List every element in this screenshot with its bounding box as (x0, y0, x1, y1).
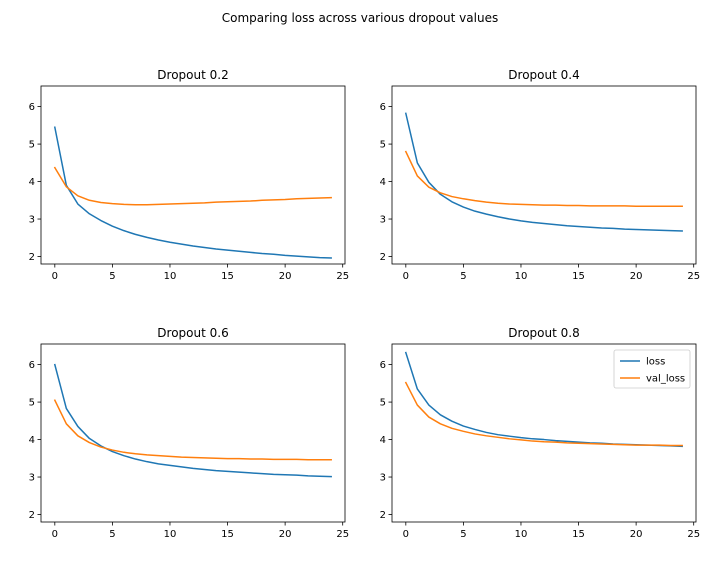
axes-frame (40, 343, 346, 523)
x-tick-label: 15 (221, 271, 234, 282)
y-tick-label: 3 (29, 473, 35, 484)
subplot-2: Dropout 0.4 0 5 10 15 20 25 2 3 4 5 6 (380, 68, 700, 282)
y-tick-label: 5 (29, 398, 35, 409)
x-tick-label: 5 (460, 529, 466, 540)
y-tick-label: 5 (29, 140, 35, 151)
x-tick-label: 0 (52, 271, 58, 282)
y-tick-label: 6 (29, 360, 35, 371)
series-line-val-loss (53, 166, 332, 206)
y-tick-label: 6 (380, 102, 386, 113)
series-line-val-loss (404, 150, 683, 208)
y-tick-label: 2 (29, 510, 35, 521)
x-tick-label: 0 (403, 529, 409, 540)
x-tick-label: 20 (630, 529, 643, 540)
y-tick-label: 4 (380, 435, 386, 446)
legend-label: loss (646, 357, 665, 368)
x-tick-label: 10 (515, 271, 528, 282)
series-line-val-loss (53, 399, 332, 461)
x-tick-label: 15 (221, 529, 234, 540)
series-line-loss (53, 363, 332, 478)
legend: loss val_loss (613, 349, 691, 389)
y-tick-label: 2 (380, 252, 386, 263)
subplot-3: Dropout 0.6 0 5 10 15 20 25 2 3 4 5 6 (29, 326, 349, 540)
subplot-title: Dropout 0.4 (508, 68, 579, 82)
y-tick-label: 2 (29, 252, 35, 263)
y-tick-label: 4 (29, 435, 35, 446)
x-tick-label: 10 (164, 529, 177, 540)
x-tick-label: 0 (403, 271, 409, 282)
subplot-title: Dropout 0.6 (157, 326, 228, 340)
series-line-loss (404, 112, 683, 232)
x-tick-label: 15 (572, 529, 585, 540)
subplot-1: Dropout 0.2 0 5 10 15 20 25 2 3 4 5 6 (29, 68, 349, 282)
y-tick-label: 5 (380, 398, 386, 409)
y-tick-label: 6 (380, 360, 386, 371)
x-tick-label: 25 (687, 529, 700, 540)
axes-frame (40, 85, 346, 265)
y-tick-label: 2 (380, 510, 386, 521)
x-tick-label: 25 (336, 529, 349, 540)
x-tick-label: 25 (687, 271, 700, 282)
figure-title: Comparing loss across various dropout va… (222, 11, 498, 25)
y-tick-label: 4 (380, 177, 386, 188)
x-tick-label: 0 (52, 529, 58, 540)
y-tick-label: 4 (29, 177, 35, 188)
x-tick-label: 10 (164, 271, 177, 282)
subplot-4: Dropout 0.8 0 5 10 15 20 25 2 3 4 5 6 loss val_loss (380, 326, 700, 540)
series-line-val-loss (404, 381, 683, 447)
x-tick-label: 10 (515, 529, 528, 540)
legend-label: val_loss (646, 374, 685, 385)
series-line-loss (53, 126, 332, 259)
x-tick-label: 20 (279, 271, 292, 282)
y-tick-label: 6 (29, 102, 35, 113)
y-tick-label: 5 (380, 140, 386, 151)
y-tick-label: 3 (29, 215, 35, 226)
x-tick-label: 5 (109, 271, 115, 282)
x-tick-label: 20 (279, 529, 292, 540)
y-tick-label: 3 (380, 473, 386, 484)
x-tick-label: 5 (109, 529, 115, 540)
y-tick-label: 3 (380, 215, 386, 226)
x-tick-label: 15 (572, 271, 585, 282)
axes-frame (391, 85, 697, 265)
x-tick-label: 25 (336, 271, 349, 282)
x-tick-label: 20 (630, 271, 643, 282)
subplot-title: Dropout 0.8 (508, 326, 579, 340)
x-tick-label: 5 (460, 271, 466, 282)
subplot-title: Dropout 0.2 (157, 68, 228, 82)
